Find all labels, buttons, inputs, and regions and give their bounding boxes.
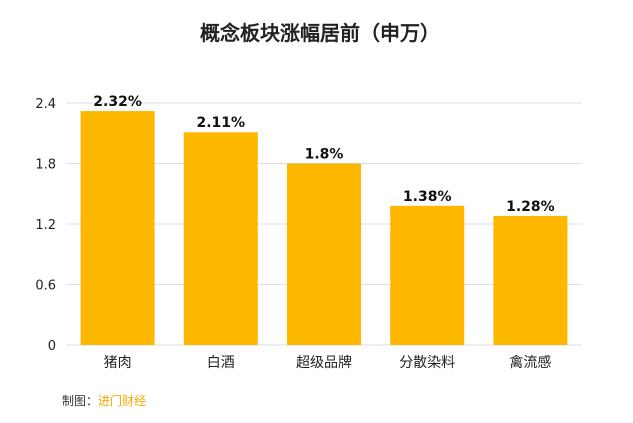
x-axis-ticks: 猪肉 白酒 超级品牌 分散染料 禽流感 [104,354,552,371]
x-tick-label: 超级品牌 [296,354,352,371]
credit-source: 进门财经 [98,394,147,408]
bars [80,111,568,345]
data-label: 1.38% [403,189,452,205]
x-tick-label: 白酒 [207,355,235,371]
bar [80,111,155,345]
chart-credit: 制图：进门财经 [62,392,146,409]
chart-title: 概念板块涨幅居前（申万） [200,21,440,45]
data-label: 1.28% [506,199,555,215]
y-tick-label: 1.2 [35,218,56,233]
data-label: 2.11% [197,115,246,131]
credit-label: 制图： [62,394,99,408]
bar [287,163,361,345]
data-labels: 2.32% 2.11% 1.8% 1.38% 1.28% [93,94,554,215]
bar [390,205,465,345]
x-tick-label: 禽流感 [509,354,551,371]
bar [183,132,258,345]
y-tick-label: 1.8 [35,158,56,173]
y-tick-label: 0 [48,339,56,354]
data-label: 2.32% [93,94,142,110]
x-tick-label: 猪肉 [104,355,132,371]
y-tick-label: 2.4 [35,97,56,112]
bar [493,215,568,345]
y-tick-label: 0.6 [35,279,56,294]
x-tick-label: 分散染料 [399,355,455,371]
data-label: 1.8% [305,147,344,163]
y-axis-ticks: 0 0.6 1.2 1.8 2.4 [35,97,56,354]
